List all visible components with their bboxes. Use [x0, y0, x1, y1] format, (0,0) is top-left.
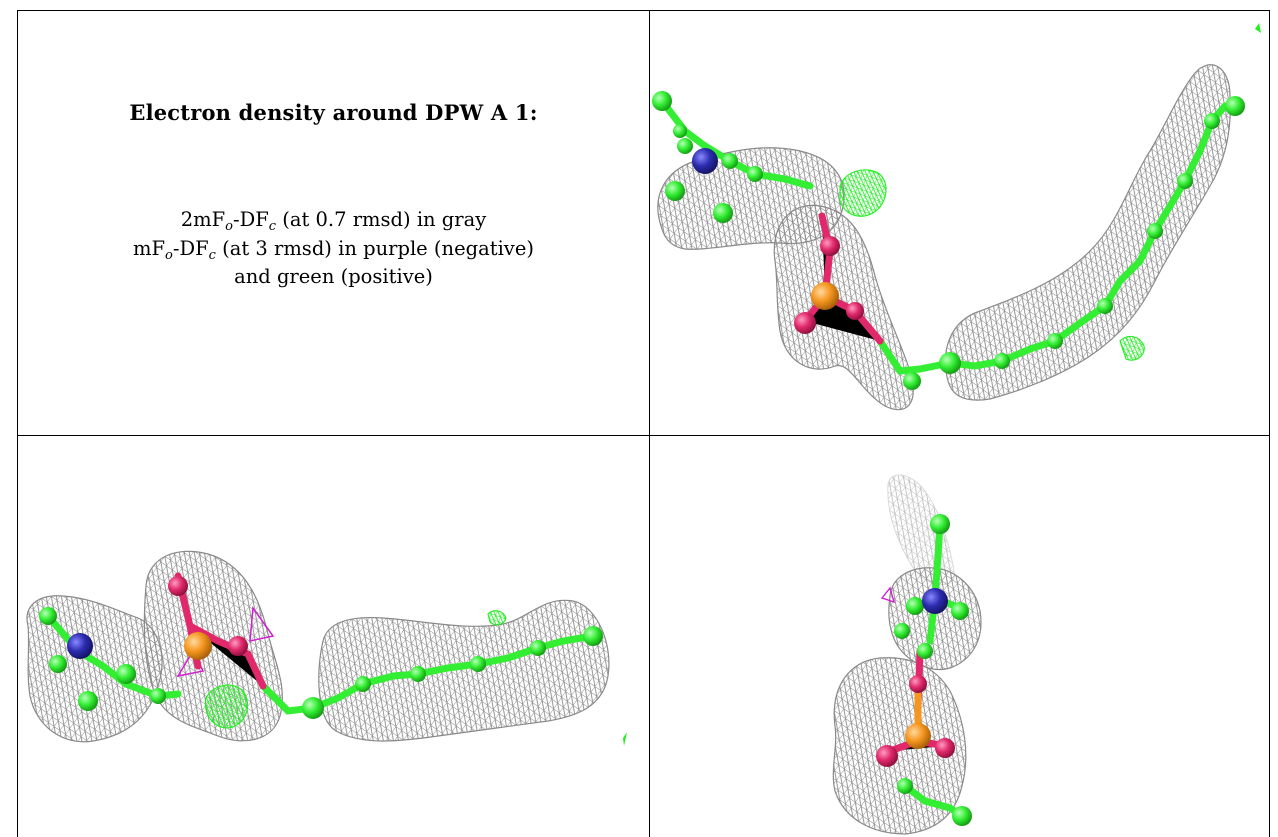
density-view-top-right	[650, 11, 1269, 435]
mesh-blob-tail	[944, 64, 1231, 401]
positive-density-2	[487, 610, 507, 626]
table-border-left	[17, 10, 18, 837]
figure-caption-cell: Electron density around DPW A 1: 2mFo-DF…	[18, 12, 649, 435]
table-border-right	[1269, 10, 1270, 837]
negative-density-1	[880, 586, 896, 604]
positive-density-1	[839, 169, 887, 217]
caption-line-fofc: mFo-DFc (at 3 rmsd) in purple (negative)	[133, 237, 534, 263]
density-view-top-right-image	[652, 23, 1261, 411]
table-border-top	[17, 10, 1270, 11]
positive-density-3	[1255, 23, 1261, 33]
density-view-bottom-right-image	[832, 474, 982, 835]
figure-title: Electron density around DPW A 1:	[129, 100, 538, 125]
density-view-bottom-right	[650, 436, 1269, 837]
positive-density-1	[204, 684, 248, 729]
mesh-blob-tail	[318, 599, 610, 742]
positive-density-2	[1119, 335, 1145, 361]
caption-line-positive: and green (positive)	[234, 265, 433, 288]
density-view-bottom-left-image	[26, 550, 627, 746]
positive-density-3	[623, 732, 627, 746]
table-border-middle	[649, 10, 650, 837]
caption-line-2fofc: 2mFo-DFc (at 0.7 rmsd) in gray	[180, 208, 487, 234]
density-view-bottom-left	[18, 436, 649, 837]
table-border-row-divider	[17, 435, 1270, 436]
negative-density-2	[249, 605, 275, 642]
